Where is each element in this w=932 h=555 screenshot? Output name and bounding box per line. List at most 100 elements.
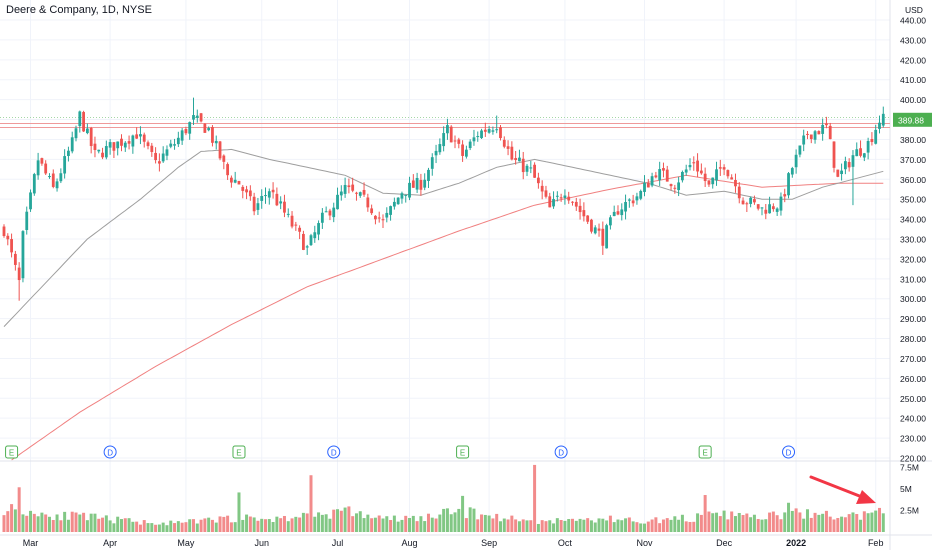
candle <box>142 132 146 148</box>
volume-bar <box>832 519 836 532</box>
candle-body <box>343 184 347 194</box>
candle <box>150 142 154 157</box>
candle <box>154 147 157 164</box>
candle <box>609 215 612 230</box>
volume-bar <box>631 521 635 532</box>
candle <box>855 142 859 157</box>
volume-bar <box>370 518 374 532</box>
volume-bar <box>563 520 567 532</box>
candle-body <box>555 195 559 197</box>
volume-bar <box>718 516 722 532</box>
earnings-marker[interactable]: E <box>456 445 470 459</box>
price-tick-label: 270.00 <box>900 354 926 364</box>
volume-bar <box>336 509 340 532</box>
volume-bar <box>123 518 127 532</box>
volume-bar <box>608 515 612 532</box>
dividend-marker[interactable]: D <box>782 445 796 459</box>
candle-body <box>756 204 760 209</box>
candle <box>165 145 169 161</box>
volume-bar <box>464 518 468 532</box>
candle <box>544 185 548 199</box>
volume-bar <box>176 521 180 532</box>
candle <box>536 172 540 189</box>
candle-body <box>279 201 283 204</box>
volume-bar <box>824 510 828 532</box>
price-tick-label: 340.00 <box>900 215 926 225</box>
earnings-marker[interactable]: E <box>5 445 19 459</box>
volume-bar <box>684 521 688 532</box>
dividend-marker[interactable]: D <box>554 445 568 459</box>
candle-body <box>63 156 67 174</box>
candle <box>775 207 779 216</box>
dividend-marker[interactable]: D <box>103 445 117 459</box>
volume-bar <box>55 514 59 532</box>
candle <box>730 174 734 180</box>
candle <box>665 165 669 182</box>
volume-bar <box>836 518 840 532</box>
candle-body <box>286 213 290 215</box>
candlesticks <box>2 97 885 301</box>
volume-bar <box>794 508 798 532</box>
candle-body <box>840 170 843 175</box>
candle <box>760 207 764 216</box>
candle <box>29 189 32 212</box>
volume-bar <box>635 522 639 532</box>
time-tick-label: Jun <box>254 538 269 548</box>
candle <box>654 171 658 179</box>
candle-body <box>859 148 862 156</box>
candle <box>559 193 563 202</box>
volume-bar <box>733 516 737 532</box>
candle-body <box>320 212 324 223</box>
candle <box>184 126 188 136</box>
candle-body <box>476 136 480 138</box>
candle <box>116 141 120 156</box>
volume-bar <box>279 518 283 532</box>
candle <box>283 194 286 218</box>
event-letter: D <box>331 449 337 458</box>
volume-bar <box>726 519 730 532</box>
volume-bar <box>722 510 726 532</box>
volume-bar <box>93 513 97 532</box>
candle-body <box>798 145 802 155</box>
candle <box>44 160 48 175</box>
volume-bar <box>59 520 63 532</box>
volume-bar <box>116 516 120 532</box>
candle-body <box>593 227 597 234</box>
candle-body <box>237 180 241 185</box>
candle-body <box>825 123 828 126</box>
candle <box>93 136 97 158</box>
candle <box>21 230 25 283</box>
volume-bar <box>495 513 499 532</box>
earnings-marker[interactable]: E <box>698 445 712 459</box>
volume-bar <box>40 512 44 532</box>
candle <box>840 163 843 181</box>
price-tick-label: 260.00 <box>900 374 926 384</box>
volume-bar <box>423 521 427 532</box>
candle-body <box>480 130 483 139</box>
candle-body <box>267 191 271 198</box>
volume-bar <box>25 515 29 532</box>
candle-body <box>135 134 139 139</box>
event-letter: E <box>9 449 14 458</box>
candle <box>161 146 165 163</box>
volume-bar <box>438 514 442 532</box>
volume-bar <box>775 515 779 532</box>
volume-bar <box>764 519 768 532</box>
volume-bar <box>264 519 268 532</box>
volume-bar <box>199 519 203 532</box>
candle <box>309 233 313 247</box>
candle-body <box>536 177 540 184</box>
candle-body <box>36 160 40 176</box>
dividend-marker[interactable]: D <box>327 445 341 459</box>
earnings-marker[interactable]: E <box>232 445 246 459</box>
candle-body <box>385 212 389 218</box>
volume-bar <box>646 521 650 532</box>
candle <box>677 176 681 197</box>
candle <box>601 221 605 255</box>
volume-bar <box>267 519 271 532</box>
volume-bar <box>859 519 863 532</box>
candle-body <box>97 149 101 152</box>
last-price-badge: 389.88 <box>893 112 932 127</box>
